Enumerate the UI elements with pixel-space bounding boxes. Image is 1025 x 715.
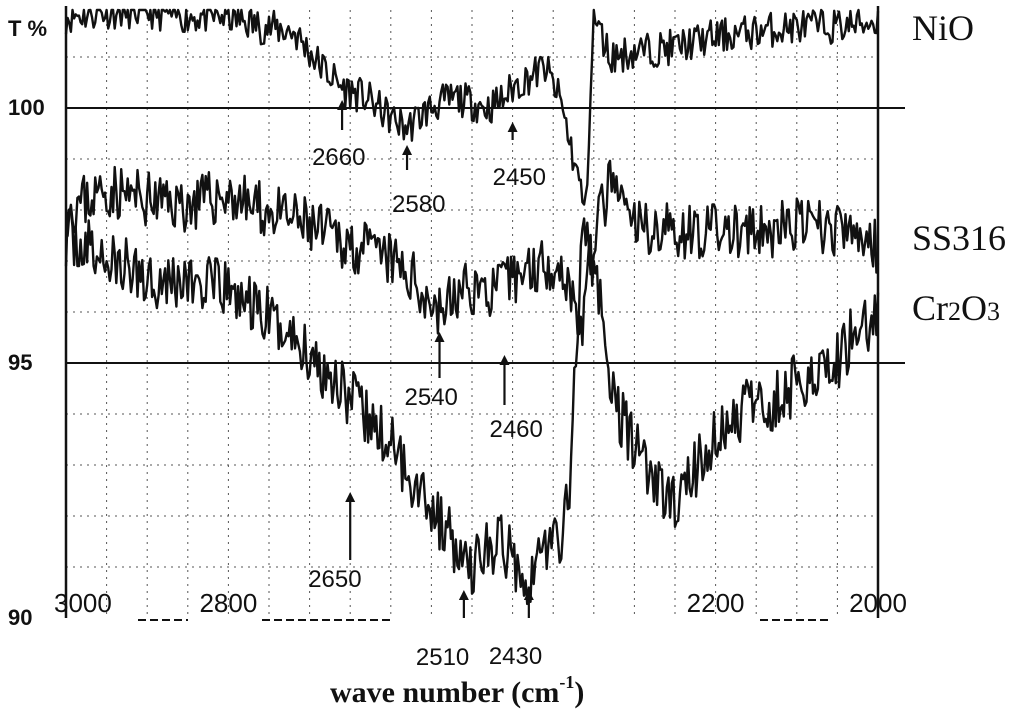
x-axis-title-close: )	[574, 676, 584, 709]
arrowhead-2580	[402, 145, 413, 155]
y-tick-label: 90	[8, 605, 32, 630]
series-label-cr2o3: Cr2O3	[912, 288, 1000, 328]
arrowhead-2660	[337, 100, 348, 110]
annotation-label-2650: 2650	[308, 566, 361, 593]
arrowhead-2510	[458, 590, 469, 600]
x-axis-title: wave number (cm-1)	[330, 672, 584, 709]
arrowhead-2460	[499, 355, 510, 365]
series-label-nio: NiO	[912, 8, 974, 48]
x-tick-label: 2200	[687, 588, 745, 618]
x-axis-title-main: wave number (cm	[330, 676, 559, 709]
series-label-part: 2	[948, 297, 961, 326]
series-label-ss316: SS316	[912, 218, 1006, 258]
y-axis-label: T %	[8, 16, 47, 41]
annotation-label-2510: 2510	[416, 644, 469, 671]
x-tick-label: 2000	[849, 588, 907, 618]
annotation-label-2460: 2460	[489, 416, 542, 443]
series-label-part: O	[961, 288, 987, 328]
traces	[64, 8, 880, 606]
arrowhead-2450	[507, 122, 518, 132]
x-axis-title-sup: -1	[559, 672, 574, 692]
arrowhead-2540	[434, 332, 445, 342]
series-label-part: 3	[987, 297, 1000, 326]
y-tick-label: 95	[8, 350, 32, 375]
x-tick-label: 3000	[54, 588, 112, 618]
series-label-part: Cr	[912, 288, 948, 328]
annotation-label-2660: 2660	[312, 144, 365, 171]
trace-cr2o3	[64, 208, 880, 606]
x-tick-label: 2800	[199, 588, 257, 618]
trace-nio	[64, 8, 880, 206]
arrowhead-2430	[523, 590, 534, 600]
annotation-label-2430: 2430	[489, 643, 542, 670]
annotation-label-2540: 2540	[405, 384, 458, 411]
annotation-label-2450: 2450	[493, 164, 546, 191]
annotation-label-2580: 2580	[392, 191, 445, 218]
y-tick-label: 100	[8, 95, 45, 120]
trace-ss316	[65, 159, 880, 347]
arrowhead-2650	[345, 492, 356, 502]
annotation-arrows	[337, 100, 534, 618]
